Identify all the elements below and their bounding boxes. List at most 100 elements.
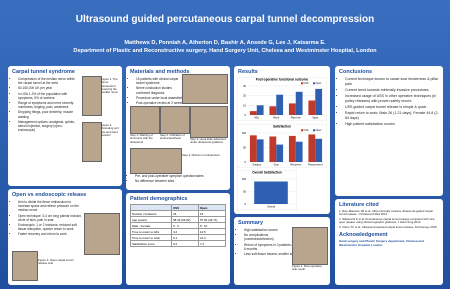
bar [315, 88, 323, 115]
acknowledgement-text: Hand surgery and Plastic Surgery departm… [339, 239, 424, 247]
bullet: Management options: analgesia, splints, … [18, 120, 80, 133]
bullet: No complications (numbness/infection) [244, 233, 296, 241]
bullet: Dropping things, poor dexterity, muscle … [18, 110, 80, 118]
bullet-list: Aim to divide the flexor retinaculum to … [12, 200, 82, 237]
bullet: Nerve conduction studies confirmed diagn… [136, 86, 186, 94]
bar [269, 106, 277, 115]
bar [249, 111, 257, 115]
chart: Satisfaction 0 50 100 Surgery Scar Recovery Rec… [237, 124, 327, 168]
bullet: Procedure under local anaesthetic [136, 96, 186, 100]
cell: Satisfaction score [129, 240, 173, 247]
bullet: Pre- and post-operative symptom question… [135, 174, 230, 178]
bullet-list: High satisfaction scoresNo complications… [238, 228, 296, 256]
bullet: In USA 1-3% of the population with sympt… [18, 92, 80, 100]
bullet: Increased usage of USS in other operativ… [345, 94, 439, 104]
bar [308, 100, 316, 115]
legend-swatch [301, 129, 303, 132]
figure [190, 106, 228, 138]
table-row: Satisfaction score 9.2 7.4 [129, 240, 226, 247]
chart: Overall Satisfaction 0 50 100 Overall [237, 170, 297, 210]
panel: Conclusions Current technique known to c… [335, 66, 443, 196]
x-tick-label: Sport [312, 117, 318, 120]
bullet: Endoscopic: 1 or 2 incisions, reduced so… [18, 223, 82, 231]
chart-title: Post-operative functional outcome [256, 78, 309, 82]
bullet: Open technique: 3-4 cm long palmar incis… [18, 214, 82, 222]
bullet: High patient satisfaction scores [345, 122, 439, 127]
x-tick-label: Recommend [308, 164, 323, 167]
x-tick-label: Overall [267, 206, 275, 209]
affiliation: Department of Plastic and Reconstructive… [73, 48, 377, 54]
chart-title: Satisfaction [273, 125, 291, 129]
bullet: USS guided carpal tunnel release is simp… [345, 105, 439, 110]
y-tick-label: 10 [243, 103, 246, 107]
panel: Carpal tunnel syndrome Compression of th… [8, 66, 122, 186]
heading: Conclusions [339, 69, 373, 75]
reference: 3. Chern TC et al. Ultrasound-assisted c… [339, 224, 438, 229]
bar [254, 181, 288, 204]
heading: Materials and methods [130, 69, 190, 75]
x-tick-label: Pain free [291, 117, 302, 120]
heading: Results [238, 69, 258, 75]
bullet: 50-150,000 UK per year [18, 86, 80, 90]
heading: Open vs endoscopic release [12, 192, 87, 198]
authors: Matthews D, Ponniah A, Atherton D, Bashi… [124, 40, 326, 46]
heading: Summary [238, 220, 264, 226]
legend-label: USS [304, 82, 309, 85]
legend-swatch [313, 82, 315, 85]
bullet: Less soft tissue trauma, smaller scar [244, 252, 296, 256]
bullet: Compression of the median nerve within t… [18, 77, 80, 85]
x-tick-label: Surgery [252, 164, 262, 167]
bullet: Rapid return to work: Male 26 (1-21 days… [345, 111, 439, 121]
y-tick-label: 0 [245, 202, 247, 206]
figure [130, 106, 160, 134]
legend-label: Open [316, 129, 323, 132]
bar [288, 135, 296, 162]
figure [292, 227, 328, 265]
bullet: Faster recovery and return to work [18, 232, 82, 236]
panel: Literature cited 1. Rojo-Manaute JM et a… [335, 199, 443, 285]
caption: Step 1: Marking of structures with the u… [130, 133, 153, 144]
figure [160, 106, 190, 134]
bullet-list: 15 patients with clinical carpal tunnel … [130, 77, 186, 105]
panel: Materials and methods 15 patients with c… [126, 66, 230, 190]
poster-title: Ultrasound guided percutaneous carpal tu… [75, 14, 375, 25]
bar [288, 103, 296, 115]
reference-list: 1. Rojo-Manaute JM et al. Ultra-minimall… [339, 209, 439, 229]
figure [82, 122, 102, 162]
heading: Literature cited [339, 202, 379, 208]
chart: Post-operative functional outcome 0 10 20 30… [237, 77, 327, 121]
x-tick-label: ADL [254, 117, 259, 120]
y-tick-label: 0 [245, 160, 247, 164]
bar [269, 136, 277, 162]
bullet: Return of symptoms in 0 patients at 6 mo… [244, 243, 296, 251]
y-tick-label: 100 [242, 177, 247, 181]
chart-title: Overall Satisfaction [252, 171, 282, 175]
figure [12, 251, 38, 281]
table: USS Open Number of patients 15 15 Age (years)… [129, 204, 226, 247]
bullet: Aim to divide the flexor retinaculum to … [18, 200, 82, 213]
bar [295, 91, 303, 115]
y-tick-label: 50 [243, 190, 246, 194]
bar [256, 105, 264, 115]
bullet: Current trend towards minimally invasive… [345, 88, 439, 93]
panel: Open vs endoscopic release Aim to divide… [8, 189, 122, 285]
figure [182, 74, 228, 104]
y-tick-label: 50 [243, 146, 246, 150]
bullet: Range of symptoms and nerve severity: nu… [18, 101, 80, 109]
bullet: Post-operative review at 2 weeks [136, 101, 186, 105]
caption: Step 2: Infiltration of local anaestheti… [160, 133, 185, 141]
reference: 2. Nakamichi K et al. Percutaneous carpa… [339, 216, 436, 225]
cell: 7.4 [198, 240, 226, 247]
y-tick-label: 100 [242, 131, 247, 135]
bar [308, 134, 316, 162]
x-tick-label: Scar [274, 164, 279, 167]
caption: Step 4: Division of retinaculum [182, 153, 220, 157]
heading: Acknowledgement [339, 232, 388, 239]
y-tick-label: 30 [243, 84, 246, 88]
bar [276, 94, 284, 115]
bullet: 15 patients with clinical carpal tunnel … [136, 77, 186, 85]
caption: Figure 2. Operating port site and hand p… [101, 123, 119, 137]
cell: 9.2 [171, 240, 200, 247]
legend-label: USS [304, 129, 309, 132]
